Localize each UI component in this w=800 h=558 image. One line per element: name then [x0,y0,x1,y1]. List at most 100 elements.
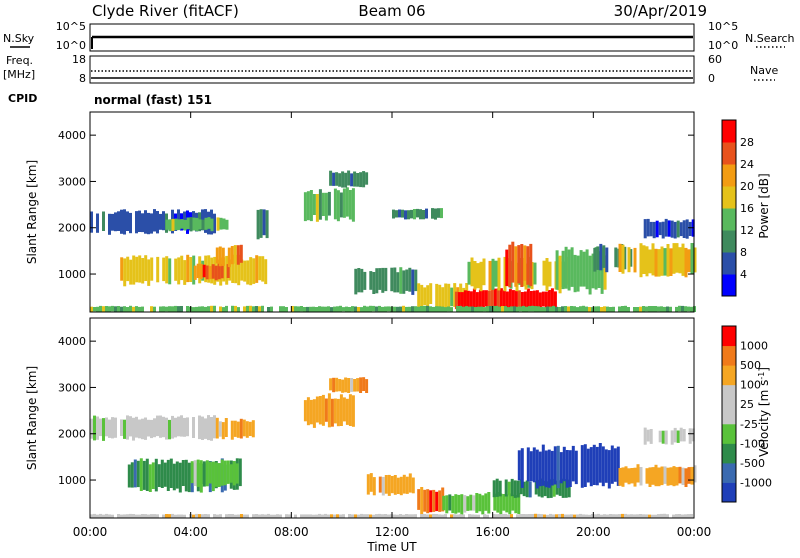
heatmap-cell [585,514,588,518]
heatmap-cell [623,246,627,270]
heatmap-cell [645,514,648,518]
heatmap-cell [528,514,531,518]
colorbar-swatch [722,384,736,405]
cpid-label: CPID [8,92,37,105]
heatmap-cell [171,306,174,312]
heatmap-cell [174,417,177,438]
heatmap-cell [350,378,354,392]
heatmap-cell [574,450,578,485]
heatmap-cell [479,261,483,292]
heatmap-cell [679,222,683,237]
heatmap-cell [639,467,643,486]
nsky-tick-bottom: 10^0 [56,39,86,52]
heatmap-cell [636,464,640,483]
heatmap-cell [642,514,645,518]
heatmap-cell [127,464,131,488]
heatmap-cell [629,249,633,267]
heatmap-cell [306,397,310,426]
heatmap-cell [111,305,114,312]
heatmap-cell [493,288,497,309]
heatmap-cell [529,291,533,307]
heatmap-cell [399,306,402,312]
heatmap-cell [477,306,480,312]
heatmap-cell [444,283,448,308]
heatmap-cell [381,514,384,518]
heatmap-cell [420,284,424,308]
heatmap-cell [201,416,204,440]
heatmap-cell [552,305,555,312]
heatmap-cell [165,256,169,284]
x-tick-label: 16:00 [475,525,510,539]
heatmap-cell [180,514,183,518]
colorbar-swatch [722,274,736,297]
heatmap-cell [687,249,691,273]
heatmap-cell [226,460,230,484]
heatmap-cell [96,213,99,233]
heatmap-cell [419,209,422,220]
heatmap-cell [232,461,236,486]
heatmap-cell [186,417,189,437]
colorbar-tick-label: -1000 [740,476,772,489]
heatmap-cell [414,269,418,292]
heatmap-cell [210,417,213,441]
heatmap-cell [541,444,545,486]
heatmap-cell [467,261,471,285]
heatmap-cell [682,429,686,442]
heatmap-cell [540,514,543,518]
heatmap-cell [387,474,391,496]
heatmap-cell [369,514,372,518]
colorbar-tick-label: -500 [740,457,765,470]
heatmap-cell [315,307,318,312]
heatmap-cell [177,514,180,518]
heatmap-cell [235,463,239,484]
power-panel: 1000 2000 3000 4000 Slant Range [km] 4 8 12 16… [25,111,771,313]
heatmap-cell [384,475,388,494]
heatmap-cell [224,418,228,437]
heatmap-cell [541,291,545,307]
heatmap-cell [402,474,406,494]
heatmap-cell [589,447,593,487]
heatmap-cell [341,379,345,393]
heatmap-cell [627,307,630,312]
heatmap-cell [230,246,234,265]
heatmap-cell [102,514,105,518]
heatmap-cell [684,306,687,312]
heatmap-cell [396,477,400,494]
heatmap-cell [687,306,690,312]
heatmap-cell [321,306,324,312]
heatmap-cell [579,250,583,287]
heatmap-cell [600,514,603,518]
heatmap-cell [486,514,489,518]
heatmap-cell [429,283,433,304]
colorbar-swatch [722,423,736,444]
heatmap-cell [664,430,668,445]
heatmap-cell [174,305,177,312]
heatmap-cell [261,305,264,312]
heatmap-cell [196,459,200,487]
heatmap-cell [507,307,510,312]
heatmap-cell [492,305,495,312]
heatmap-cell [207,217,211,229]
colorbar-swatch [722,120,736,143]
heatmap-cell [613,448,617,482]
heatmap-cell [567,514,570,518]
heatmap-cell [312,306,315,312]
heatmap-cell [309,399,313,425]
heatmap-cell [123,306,126,312]
heatmap-cell [510,306,513,312]
heatmap-cell [657,514,660,518]
heatmap-cell [392,209,395,219]
heatmap-cell [501,514,504,518]
heatmap-cell [651,514,654,518]
heatmap-cell [93,513,96,518]
heatmap-cell [586,448,590,483]
heatmap-cell [225,219,229,230]
heatmap-cell [440,208,443,219]
heatmap-cell [148,464,152,492]
heatmap-cell [646,429,650,442]
power-marks [90,170,697,312]
heatmap-cell [348,190,352,220]
heatmap-cell [339,305,342,312]
y-tick-label: 1000 [58,268,86,281]
heatmap-cell [498,480,502,497]
